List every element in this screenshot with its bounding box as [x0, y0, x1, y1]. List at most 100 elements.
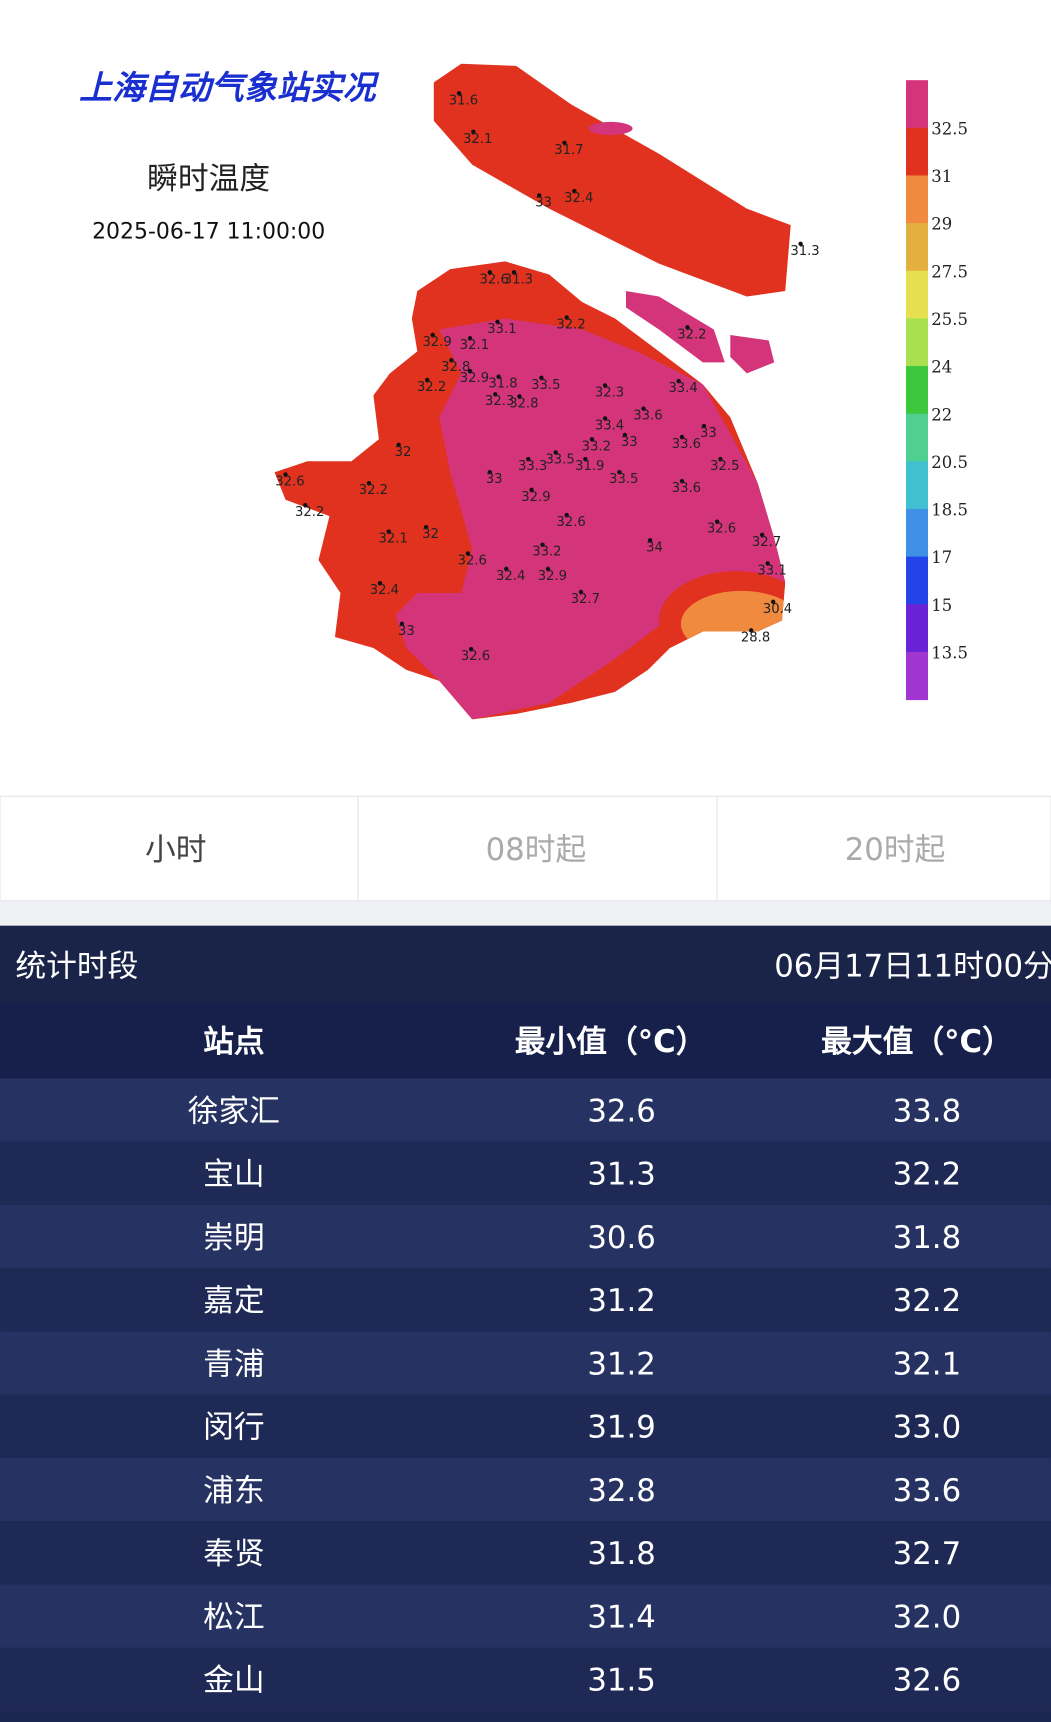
tab[interactable]: 08时起: [486, 832, 587, 868]
legend-swatch: [906, 413, 928, 462]
station-dot: [685, 325, 690, 330]
table-row: [0, 1394, 1051, 1458]
stations: 31.632.131.733 32.431.332.631.333.1 32.232…: [275, 91, 820, 664]
table-row: [0, 1141, 1051, 1205]
station-dot: [602, 383, 608, 388]
table-value: 31.4: [587, 1599, 655, 1635]
period: 06月17日11时00分: [774, 948, 1051, 984]
islet: [588, 121, 633, 136]
column-header: 最小值（°C）: [515, 1024, 707, 1060]
station-dot: [493, 392, 498, 397]
station-value: 31.7: [554, 143, 583, 158]
station-dot: [578, 589, 584, 595]
hengsha-island: [730, 334, 775, 374]
table-value: 32.0: [893, 1599, 961, 1635]
station-dot: [765, 561, 770, 566]
legend-label: 24: [931, 358, 952, 377]
tab[interactable]: 20时起: [845, 832, 946, 868]
station-value: 32.9: [422, 335, 451, 350]
table-value: 30.6: [587, 1220, 655, 1256]
table-row: [0, 1268, 1051, 1332]
station-dot: [617, 470, 622, 475]
station-value: 32.9: [538, 569, 567, 584]
station-value: 33.5: [609, 472, 638, 487]
table: 统计时段 06月17日11时00分 站点 最小值（°C） 最大值（°C） 徐家汇…: [0, 925, 1051, 1722]
station-value: 33.1: [487, 322, 516, 337]
station-dot: [377, 580, 383, 586]
table-value: 33.0: [893, 1410, 961, 1446]
table-value: 31.5: [587, 1663, 655, 1699]
station-dot: [701, 423, 707, 429]
chongming-island: [433, 63, 791, 297]
table-value: 32.6: [893, 1663, 961, 1699]
station-name: 嘉定: [203, 1283, 265, 1319]
station-dot: [467, 336, 473, 341]
station-value: 33: [398, 624, 415, 639]
table-value: 31.9: [587, 1410, 655, 1446]
station-value: 33: [535, 195, 552, 210]
station-value: 32.8: [441, 360, 470, 375]
station-dot: [564, 512, 569, 518]
tab[interactable]: 小时: [145, 832, 207, 868]
table-value: 31.2: [587, 1283, 655, 1319]
legend-label: 29: [931, 215, 952, 234]
station-name: 崇明: [203, 1220, 265, 1256]
legend-label: 20.5: [931, 453, 968, 472]
station-dot: [487, 270, 493, 275]
station-value: 32.5: [710, 459, 739, 474]
table-row: [0, 1584, 1051, 1648]
station-value: 32.4: [496, 569, 525, 584]
station-dot: [504, 566, 509, 572]
station-value: 33.4: [668, 381, 697, 396]
station-dot: [602, 416, 608, 421]
station-value: 31.3: [790, 244, 819, 259]
legend-label: 31: [931, 167, 952, 186]
map: 上海自动气象站实况 瞬时温度 2025-06-17 11:00:00 31.6 3…: [79, 63, 968, 720]
station-name: 浦东: [203, 1473, 265, 1509]
station-value: 32.9: [460, 371, 489, 386]
station-value: 33: [700, 426, 717, 441]
station-value: 34: [646, 540, 663, 555]
station-value: 32.9: [521, 490, 550, 505]
table-value: 32.7: [893, 1536, 961, 1572]
station-dot: [641, 406, 646, 411]
station-dot: [366, 481, 372, 486]
legend-swatch: [906, 366, 928, 415]
station-dot: [572, 188, 577, 194]
station-dot: [467, 369, 473, 374]
station-dot: [589, 437, 595, 442]
station-name: 徐家汇: [188, 1093, 280, 1129]
station-name: 青浦: [203, 1346, 265, 1382]
station-dot: [423, 524, 429, 530]
table-value: 32.2: [893, 1157, 961, 1193]
station-value: 32.1: [379, 532, 408, 547]
station-dot: [283, 472, 288, 477]
legend-swatch: [906, 318, 928, 367]
table-value: 31.8: [587, 1536, 655, 1572]
station-value: 31.9: [575, 459, 604, 474]
station-value: 33: [621, 435, 638, 450]
table-value: 32.6: [587, 1093, 655, 1129]
table-value: 33.6: [893, 1473, 961, 1509]
legend-swatch: [906, 461, 928, 510]
station-dot: [748, 628, 754, 633]
legend-label: 32.5: [931, 119, 968, 138]
station-value: 31.6: [449, 93, 478, 108]
legend-swatch: [906, 604, 928, 653]
station-dot: [468, 646, 474, 652]
station-dot: [495, 319, 500, 324]
legend-label: 27.5: [931, 262, 968, 281]
station-value: 32.2: [556, 317, 585, 332]
station-dot: [430, 332, 435, 338]
station-value: 32.8: [509, 396, 538, 411]
legend-swatch: [906, 80, 928, 129]
station-dot: [537, 193, 542, 198]
station-dot: [564, 315, 569, 320]
map-timestamp: 2025-06-17 11:00:00: [92, 219, 325, 244]
station-value: 32.4: [370, 583, 399, 598]
station-dot: [425, 377, 430, 383]
station-name: 金山: [203, 1663, 265, 1699]
station-value: 32.3: [595, 385, 624, 400]
station-dot: [679, 478, 685, 484]
